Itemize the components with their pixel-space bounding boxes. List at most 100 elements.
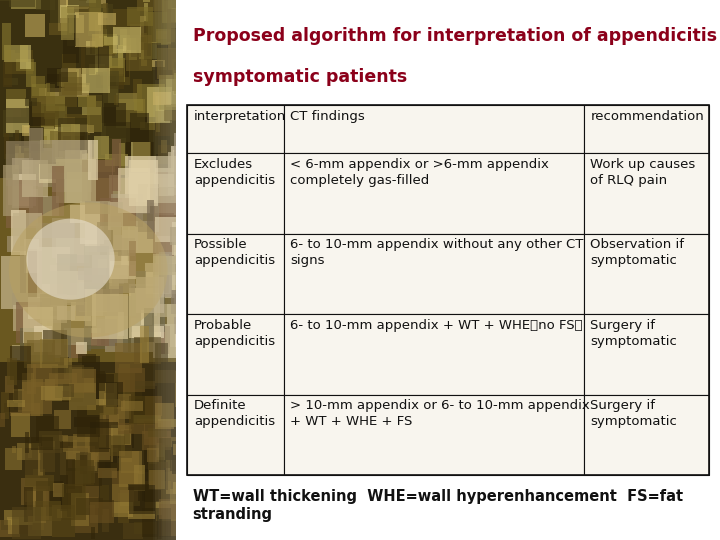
- Bar: [162, 437, 182, 447]
- Bar: [61, 69, 86, 86]
- Bar: [127, 8, 153, 26]
- Bar: [122, 214, 130, 266]
- Bar: [109, 175, 120, 224]
- Bar: [39, 430, 62, 453]
- Bar: [145, 272, 179, 294]
- Text: WT=wall thickening  WHE=wall hyperenhancement  FS=fat
stranding: WT=wall thickening WHE=wall hyperenhance…: [193, 489, 683, 522]
- Bar: [153, 324, 189, 358]
- Bar: [7, 517, 30, 525]
- Bar: [53, 130, 56, 148]
- Bar: [158, 303, 197, 317]
- Bar: [32, 96, 59, 117]
- Bar: [137, 0, 164, 11]
- Bar: [22, 373, 34, 411]
- Bar: [27, 504, 53, 517]
- Bar: [67, 15, 76, 45]
- Bar: [76, 342, 88, 354]
- Bar: [73, 441, 78, 454]
- Bar: [101, 4, 106, 41]
- Bar: [284, 105, 584, 153]
- Bar: [58, 0, 68, 31]
- Bar: [146, 12, 171, 44]
- Bar: [173, 72, 200, 91]
- Bar: [52, 366, 66, 374]
- Bar: [50, 295, 64, 307]
- Bar: [75, 497, 98, 532]
- Bar: [66, 451, 80, 460]
- Bar: [132, 319, 153, 352]
- Bar: [60, 442, 73, 448]
- Bar: [140, 16, 145, 37]
- Bar: [61, 484, 86, 520]
- Bar: [51, 383, 58, 400]
- Bar: [73, 435, 98, 442]
- Bar: [71, 302, 91, 321]
- Bar: [113, 230, 138, 251]
- Bar: [10, 346, 31, 380]
- Bar: [145, 262, 175, 298]
- Bar: [181, 0, 184, 540]
- Bar: [4, 50, 33, 74]
- Bar: [165, 324, 175, 355]
- Bar: [97, 456, 105, 471]
- Bar: [105, 154, 128, 166]
- Bar: [46, 83, 50, 97]
- Bar: [98, 259, 114, 275]
- Bar: [67, 485, 82, 517]
- Bar: [42, 435, 68, 449]
- Bar: [46, 97, 65, 111]
- Bar: [63, 283, 103, 302]
- Bar: [68, 0, 96, 7]
- Bar: [90, 38, 116, 54]
- Bar: [134, 338, 161, 364]
- Ellipse shape: [27, 219, 114, 300]
- Bar: [84, 246, 109, 289]
- Bar: [175, 370, 198, 407]
- Bar: [110, 58, 125, 82]
- Bar: [40, 284, 64, 321]
- Bar: [112, 471, 142, 501]
- Bar: [30, 190, 37, 226]
- Bar: [58, 254, 76, 294]
- Bar: [187, 395, 284, 475]
- Bar: [32, 84, 55, 113]
- Bar: [87, 158, 115, 172]
- Bar: [76, 275, 103, 316]
- Text: recommendation: recommendation: [590, 110, 704, 123]
- Bar: [85, 434, 113, 462]
- Bar: [16, 144, 19, 153]
- Bar: [152, 59, 165, 67]
- Bar: [134, 464, 145, 491]
- Bar: [112, 139, 120, 191]
- Bar: [60, 475, 68, 511]
- Bar: [86, 0, 96, 3]
- Bar: [112, 265, 135, 293]
- Bar: [101, 0, 107, 3]
- Bar: [124, 430, 130, 444]
- Bar: [6, 237, 20, 252]
- Bar: [50, 150, 70, 172]
- Bar: [15, 130, 19, 141]
- Bar: [75, 11, 103, 47]
- Bar: [159, 504, 188, 519]
- Bar: [99, 414, 106, 447]
- Bar: [123, 51, 129, 77]
- Bar: [126, 35, 152, 71]
- Bar: [95, 21, 115, 56]
- Bar: [0, 413, 5, 427]
- Bar: [60, 448, 89, 485]
- Bar: [171, 8, 197, 28]
- Bar: [22, 382, 52, 414]
- Bar: [40, 140, 80, 179]
- Bar: [135, 381, 155, 389]
- Bar: [148, 156, 177, 188]
- Bar: [2, 23, 11, 60]
- Bar: [158, 0, 161, 540]
- Text: Work up causes
of RLQ pain: Work up causes of RLQ pain: [590, 158, 696, 187]
- Bar: [56, 159, 96, 202]
- Bar: [158, 500, 180, 536]
- Bar: [284, 153, 584, 234]
- Bar: [74, 417, 99, 427]
- Bar: [92, 294, 127, 339]
- Bar: [4, 133, 9, 159]
